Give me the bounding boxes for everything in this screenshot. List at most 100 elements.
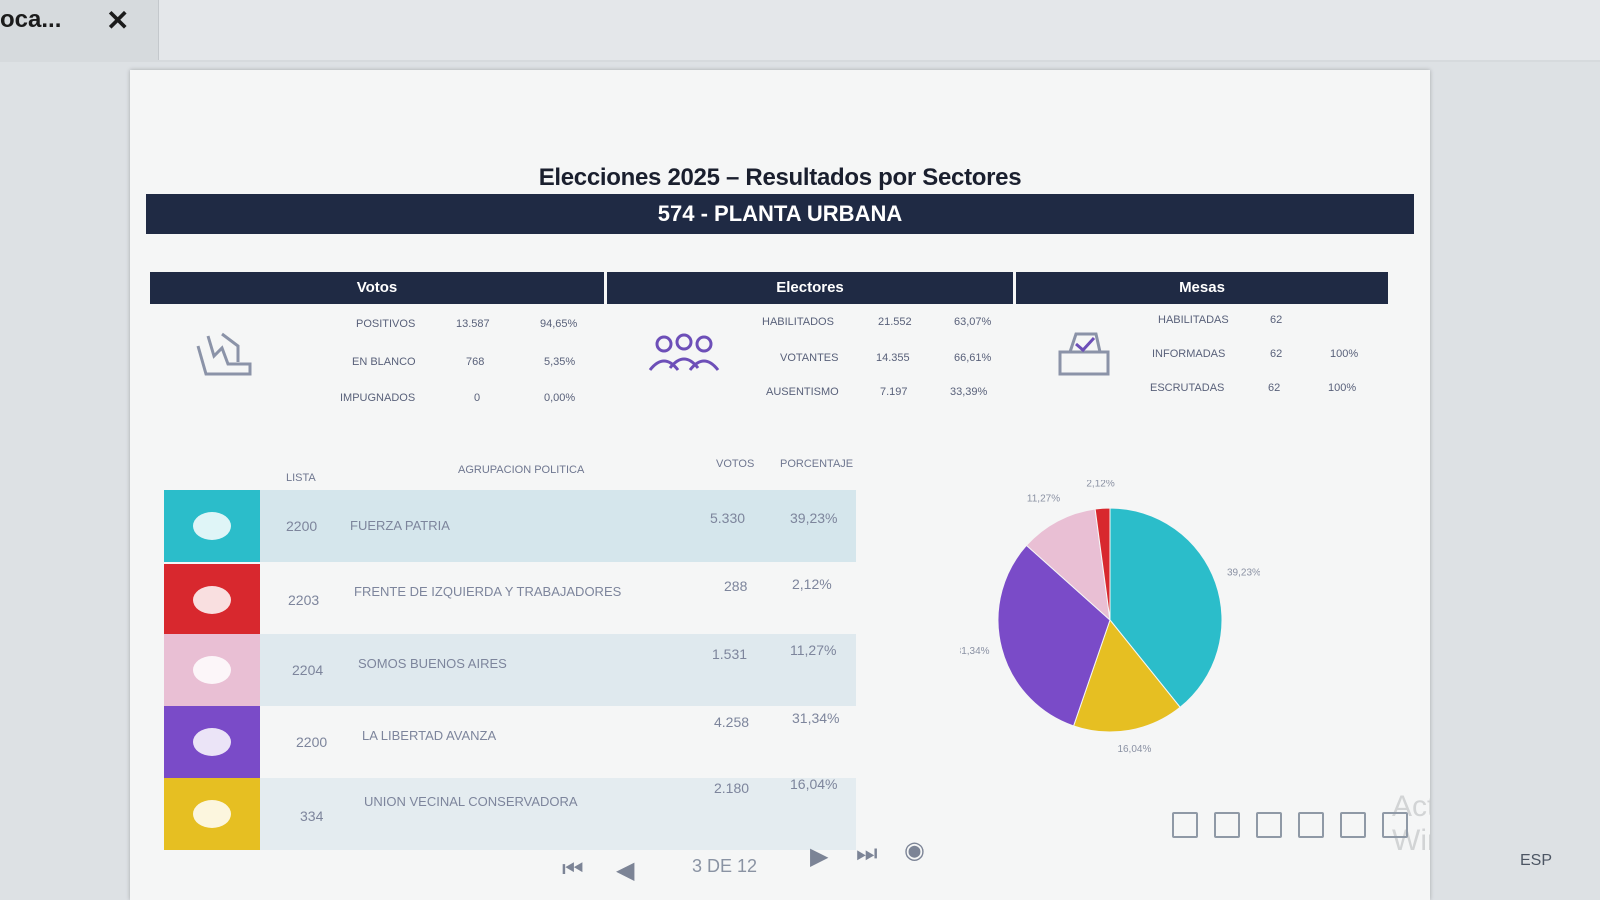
row-lista: 2200 (296, 734, 328, 750)
party-logo-icon (193, 586, 231, 614)
votos-impugnados-label: IMPUGNADOS (340, 392, 416, 404)
next-page-icon[interactable]: ▶ (810, 843, 829, 870)
activation-watermark: Activar Windows (1392, 790, 1430, 857)
party-color-swatch (164, 706, 260, 778)
electores-votantes-label: VOTANTES (780, 352, 839, 364)
votos-blanco-label: EN BLANCO (352, 356, 416, 368)
first-page-icon[interactable]: ⏮ (562, 856, 584, 883)
party-logo-icon (193, 728, 231, 756)
votos-positivos-label: POSITIVOS (356, 318, 416, 330)
row-pct: 16,04% (790, 776, 838, 792)
window-top-bar: oca... ✕ (0, 0, 1600, 62)
row-pct: 31,34% (792, 710, 840, 726)
pie-slice-1 (1072, 618, 1181, 733)
pie-label-1: 16,04% (1117, 744, 1151, 755)
pie-slice-0 (1109, 507, 1223, 709)
row-highlight (164, 490, 856, 562)
tab-strip (158, 0, 1600, 60)
col-header-lista: LISTA (286, 472, 316, 484)
votos-header: Votos (150, 272, 604, 304)
mesas-header: Mesas (1016, 272, 1388, 304)
mesas-informadas-pct: 100% (1330, 348, 1359, 360)
report-title: Elecciones 2025 – Resultados por Sectore… (538, 164, 1022, 191)
view-fit-icon[interactable] (1382, 812, 1408, 838)
col-header-porcentaje: PORCENTAJE (780, 458, 854, 470)
row-votos: 4.258 (714, 714, 750, 730)
row-nombre: FUERZA PATRIA (350, 518, 450, 533)
mesas-informadas-value: 62 (1270, 348, 1283, 360)
row-nombre: FRENTE DE IZQUIERDA Y TRABAJADORES (354, 584, 622, 599)
pie-slice-2 (997, 544, 1111, 727)
row-votos: 5.330 (710, 510, 746, 526)
ballot-box-hand-icon (196, 332, 252, 376)
votos-positivos-value: 13.587 (456, 318, 490, 330)
electores-ausentismo-label: AUSENTISMO (766, 386, 839, 398)
view-single-icon[interactable] (1172, 812, 1198, 838)
electores-votantes-value: 14.355 (876, 352, 910, 364)
votos-positivos-pct: 94,65% (540, 318, 578, 330)
party-color-swatch (164, 564, 260, 636)
report-page: Elecciones 2025 – Resultados por Sectore… (130, 70, 1430, 900)
mesas-escrutadas-value: 62 (1268, 382, 1281, 394)
language-indicator[interactable]: ESP (1520, 852, 1553, 869)
row-nombre: UNION VECINAL CONSERVADORA (364, 794, 578, 809)
view-slide-icon[interactable] (1340, 812, 1366, 838)
ballot-box-icon (1058, 332, 1110, 376)
row-votos: 1.531 (712, 646, 748, 662)
page-indicator: 3 DE 12 (692, 856, 758, 876)
electores-habilitados-pct: 63,07% (954, 316, 992, 328)
view-grid-icon[interactable] (1298, 812, 1324, 838)
last-page-icon[interactable]: ⏭ (856, 840, 878, 867)
row-band (164, 778, 856, 850)
party-logo-icon (193, 512, 231, 540)
view-split-icon[interactable] (1214, 812, 1240, 838)
mesas-habilitadas-value: 62 (1270, 314, 1283, 326)
row-lista: 334 (300, 808, 324, 824)
col-header-agrupacion: AGRUPACION POLITICA (458, 464, 585, 476)
row-lista: 2204 (292, 662, 324, 678)
close-tab-button[interactable]: ✕ (106, 5, 130, 36)
party-logo-icon (193, 800, 231, 828)
mesas-escrutadas-label: ESCRUTADAS (1150, 382, 1225, 394)
row-nombre: SOMOS BUENOS AIRES (358, 656, 507, 671)
pie-label-0: 39,23% (1227, 568, 1260, 579)
electores-header: Electores (607, 272, 1013, 304)
row-votos: 2.180 (714, 780, 750, 796)
votos-blanco-value: 768 (466, 356, 485, 368)
people-group-icon (648, 333, 720, 371)
pie-label-4: 2,12% (1086, 480, 1114, 489)
row-pct: 11,27% (790, 642, 837, 658)
row-band (164, 634, 856, 706)
electores-ausentismo-value: 7.197 (880, 386, 908, 398)
pie-slice-3 (1025, 508, 1111, 622)
electores-votantes-pct: 66,61% (954, 352, 992, 364)
electores-habilitados-value: 21.552 (878, 316, 912, 328)
row-lista: 2203 (288, 592, 320, 608)
previous-page-icon[interactable]: ◀ (616, 857, 635, 884)
pie-label-3: 11,27% (1027, 494, 1060, 505)
row-pct: 2,12% (792, 576, 832, 592)
votos-impugnados-value: 0 (474, 392, 481, 404)
party-logo-icon (193, 656, 231, 684)
mesas-escrutadas-pct: 100% (1328, 382, 1357, 394)
electores-ausentismo-pct: 33,39% (950, 386, 988, 398)
party-color-swatch (164, 490, 260, 562)
back-icon[interactable]: ◉ (904, 837, 925, 864)
row-pct: 39,23% (790, 510, 838, 526)
pie-label-2: 31,34% (960, 646, 990, 657)
row-lista: 2200 (286, 518, 318, 534)
view-columns-icon[interactable] (1256, 812, 1282, 838)
party-color-swatch (164, 634, 260, 706)
report-subtitle: 574 - PLANTA URBANA (146, 194, 1414, 234)
row-nombre: LA LIBERTAD AVANZA (362, 728, 497, 743)
electores-habilitados-label: HABILITADOS (762, 316, 834, 328)
votos-impugnados-pct: 0,00% (544, 392, 576, 404)
results-pie-chart: 39,23% 16,04% 31,34% 11,27% 2,12% (960, 480, 1260, 755)
col-header-votos: VOTOS (716, 458, 755, 470)
row-votos: 288 (724, 578, 748, 594)
votos-blanco-pct: 5,35% (544, 356, 576, 368)
party-color-swatch (164, 778, 260, 850)
mesas-informadas-label: INFORMADAS (1152, 348, 1226, 360)
tab-title[interactable]: oca... (0, 6, 62, 33)
mesas-habilitadas-label: HABILITADAS (1158, 314, 1229, 326)
